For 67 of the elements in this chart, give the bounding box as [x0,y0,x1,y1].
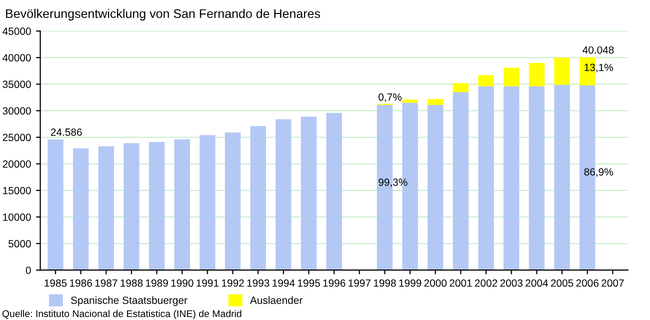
y-tick-label: 30000 [2,107,31,115]
annotation: 86,9% [584,168,613,177]
x-tick-label: 1985 [44,279,67,287]
x-tick-label: 2000 [424,279,447,287]
x-tick-label: 1999 [399,279,422,287]
bar [478,75,494,86]
x-tick-label: 1989 [146,279,168,287]
bar [48,139,64,270]
bar [428,104,444,270]
total-label: 24.586 [50,128,82,136]
legend-label: Auslaender [250,296,302,304]
x-tick-label: 1990 [171,279,194,287]
x-tick-label: 2003 [500,279,523,287]
bar [250,126,266,270]
bar [504,68,520,86]
bar [452,92,469,270]
x-tick-label: 1986 [70,279,92,287]
bar [174,139,190,270]
bar [554,58,570,85]
bar [200,135,216,270]
x-tick-label: 2006 [576,279,599,287]
y-tick-label: 20000 [2,160,31,168]
y-tick-label: 0 [26,266,31,274]
annotation: 0,7% [378,93,402,102]
bar [528,62,545,86]
x-tick-label: 1997 [348,279,370,287]
source-note: Quelle: Instituto Nacional de Estatistica (INE) de Madrid [2,310,242,320]
bar [528,86,545,270]
x-tick-label: 1996 [323,279,346,287]
x-tick-label: 1994 [272,279,295,287]
x-tick-label: 2007 [602,279,624,287]
x-tick-label: 1992 [222,279,244,287]
bar [504,86,520,270]
x-tick-label: 2004 [526,279,548,287]
bar [98,146,114,270]
annotation: 99,3% [378,178,408,188]
bar [72,148,89,270]
y-tick-label: 45000 [2,28,31,35]
bar [554,84,570,270]
y-tick-label: 15000 [3,186,31,194]
bar [148,142,165,270]
x-tick-label: 2005 [550,279,574,287]
x-tick-label: 2002 [475,279,498,287]
total-label: 40.048 [582,46,614,54]
bar [326,112,342,270]
chart-title: Bevölkerungsentwicklung von San Fernando de Henares [6,8,320,21]
y-tick-label: 5000 [8,240,31,248]
y-tick-label: 40000 [2,54,31,62]
x-tick-label: 1995 [298,279,320,287]
x-tick-label: 1991 [196,279,219,287]
x-tick-label: 1987 [95,279,118,287]
x-tick-label: 1998 [374,279,396,287]
bar [276,119,292,270]
y-tick-label: 35000 [2,80,31,88]
legend-label: Spanische Staatsbuerger [70,296,188,306]
y-tick-label: 25000 [2,134,31,142]
bar [124,143,140,270]
y-tick-label: 10000 [3,213,31,221]
bar [300,116,317,270]
x-tick-label: 1988 [120,279,143,287]
bar [452,83,469,92]
x-tick-label: 2001 [450,279,472,287]
bar [402,100,418,103]
bar [428,99,444,105]
x-tick-label: 1993 [247,279,270,287]
bar [224,132,241,270]
bar [478,86,494,270]
